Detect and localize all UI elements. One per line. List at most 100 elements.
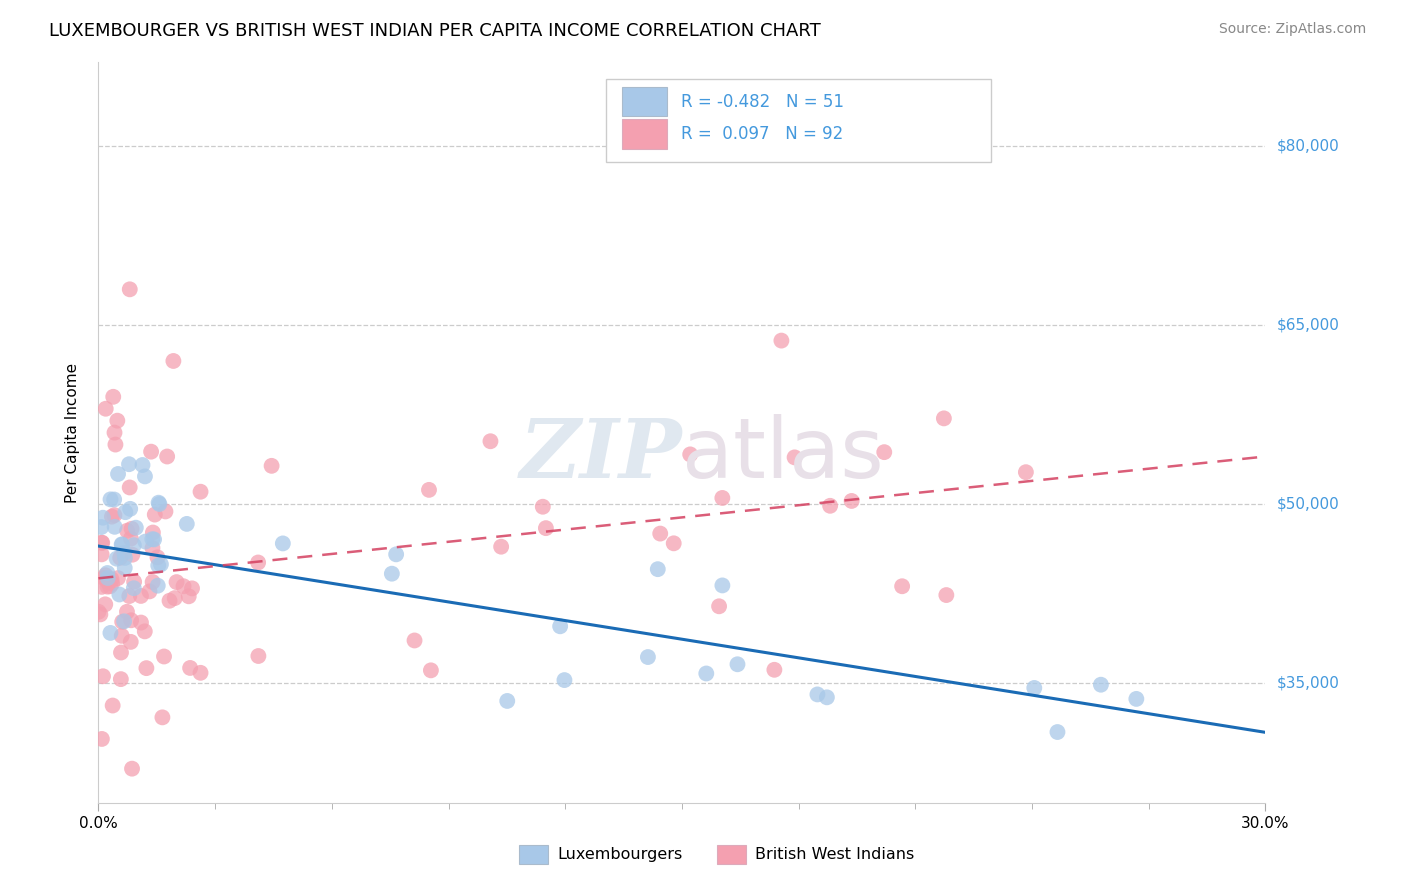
- Point: [103, 492, 125, 507]
- Point: [107, 467, 129, 481]
- Point: [96, 580, 118, 594]
- Point: [385, 547, 408, 561]
- Point: [152, 710, 174, 724]
- Point: [679, 447, 702, 461]
- Point: [841, 494, 863, 508]
- Point: [122, 574, 145, 589]
- Point: [107, 571, 129, 585]
- Point: [1090, 678, 1112, 692]
- Point: [101, 698, 124, 713]
- Point: [647, 562, 669, 576]
- Point: [90, 520, 112, 534]
- Point: [190, 665, 212, 680]
- Text: British West Indians: British West Indians: [755, 847, 915, 862]
- Bar: [623, 87, 666, 117]
- Point: [129, 589, 152, 603]
- Point: [129, 615, 152, 630]
- Point: [770, 334, 793, 348]
- Point: [114, 550, 136, 565]
- Point: [138, 584, 160, 599]
- FancyBboxPatch shape: [606, 79, 991, 162]
- Point: [142, 574, 165, 589]
- Point: [120, 501, 142, 516]
- Point: [637, 650, 659, 665]
- Point: [120, 532, 142, 546]
- Point: [153, 649, 176, 664]
- Point: [381, 566, 404, 581]
- Point: [89, 607, 111, 622]
- Point: [247, 648, 270, 663]
- Point: [190, 484, 212, 499]
- Point: [818, 499, 841, 513]
- Point: [115, 524, 138, 538]
- Y-axis label: Per Capita Income: Per Capita Income: [65, 362, 80, 503]
- Point: [181, 582, 204, 596]
- Point: [118, 457, 141, 471]
- Text: atlas: atlas: [682, 414, 883, 495]
- Bar: [519, 845, 548, 863]
- Point: [131, 458, 153, 472]
- Point: [121, 762, 143, 776]
- Point: [103, 508, 125, 522]
- Point: [141, 532, 163, 546]
- Point: [100, 573, 122, 587]
- Point: [142, 525, 165, 540]
- Point: [98, 579, 121, 593]
- Text: Luxembourgers: Luxembourgers: [557, 847, 682, 862]
- Bar: [623, 120, 666, 149]
- Point: [1024, 681, 1046, 695]
- Point: [120, 635, 142, 649]
- Point: [806, 687, 828, 701]
- Point: [112, 546, 135, 560]
- Point: [141, 541, 163, 555]
- Point: [271, 536, 294, 550]
- Point: [162, 354, 184, 368]
- Point: [932, 411, 955, 425]
- Point: [91, 669, 114, 683]
- Point: [134, 624, 156, 639]
- Point: [122, 581, 145, 595]
- Point: [97, 571, 120, 585]
- Point: [115, 605, 138, 619]
- Text: LUXEMBOURGER VS BRITISH WEST INDIAN PER CAPITA INCOME CORRELATION CHART: LUXEMBOURGER VS BRITISH WEST INDIAN PER …: [49, 22, 821, 40]
- Point: [146, 579, 169, 593]
- Point: [114, 505, 136, 519]
- Point: [90, 547, 112, 561]
- Point: [1046, 725, 1069, 739]
- Point: [120, 613, 142, 627]
- Text: $50,000: $50,000: [1277, 497, 1340, 512]
- Point: [111, 538, 134, 552]
- Text: ZIP: ZIP: [519, 415, 682, 495]
- Point: [707, 599, 730, 614]
- Point: [118, 282, 141, 296]
- Point: [783, 450, 806, 465]
- Point: [650, 526, 672, 541]
- Point: [155, 504, 177, 518]
- Point: [553, 673, 575, 687]
- Point: [479, 434, 502, 449]
- Bar: [717, 845, 747, 863]
- Point: [135, 661, 157, 675]
- Point: [419, 664, 441, 678]
- Point: [105, 551, 128, 566]
- Point: [177, 590, 200, 604]
- Text: $80,000: $80,000: [1277, 138, 1340, 153]
- Point: [91, 535, 114, 549]
- Point: [103, 390, 125, 404]
- Point: [247, 556, 270, 570]
- Point: [148, 496, 170, 510]
- Point: [176, 516, 198, 531]
- Point: [260, 458, 283, 473]
- Point: [104, 520, 127, 534]
- Point: [1015, 465, 1038, 479]
- Point: [94, 568, 117, 582]
- Point: [91, 510, 114, 524]
- Point: [90, 580, 112, 594]
- Point: [148, 558, 170, 573]
- Point: [100, 626, 122, 640]
- Point: [94, 401, 117, 416]
- Point: [101, 576, 124, 591]
- Point: [105, 414, 128, 428]
- Point: [489, 540, 512, 554]
- Point: [108, 550, 131, 565]
